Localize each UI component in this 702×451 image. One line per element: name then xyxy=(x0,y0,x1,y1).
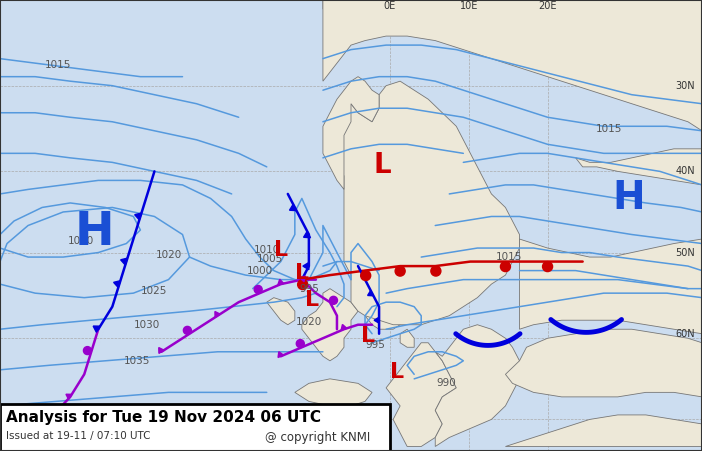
Text: 1020: 1020 xyxy=(155,250,182,260)
Polygon shape xyxy=(505,329,702,397)
Polygon shape xyxy=(576,149,702,185)
Text: 1010: 1010 xyxy=(67,236,94,246)
Text: 1015: 1015 xyxy=(44,60,71,70)
Polygon shape xyxy=(323,0,702,131)
Circle shape xyxy=(183,327,192,334)
Circle shape xyxy=(296,340,304,348)
Text: 60N: 60N xyxy=(675,329,695,339)
Circle shape xyxy=(254,285,262,294)
Text: @ copyright KNMI: @ copyright KNMI xyxy=(265,431,370,444)
Polygon shape xyxy=(303,262,309,270)
Polygon shape xyxy=(365,311,400,329)
Polygon shape xyxy=(295,379,372,406)
Polygon shape xyxy=(400,329,414,347)
Circle shape xyxy=(361,271,371,281)
Text: 1035: 1035 xyxy=(124,356,150,366)
Polygon shape xyxy=(300,276,305,282)
Polygon shape xyxy=(91,415,154,437)
Polygon shape xyxy=(215,312,220,318)
Text: L: L xyxy=(305,290,319,310)
Polygon shape xyxy=(0,410,42,446)
Polygon shape xyxy=(374,317,379,323)
Text: 1025: 1025 xyxy=(141,286,168,296)
Polygon shape xyxy=(435,325,519,446)
Text: H: H xyxy=(75,210,114,255)
Polygon shape xyxy=(505,415,702,446)
Text: 1000: 1000 xyxy=(246,266,273,276)
Polygon shape xyxy=(303,231,310,238)
Polygon shape xyxy=(323,0,702,68)
Text: L: L xyxy=(295,263,309,283)
Polygon shape xyxy=(267,298,295,325)
Polygon shape xyxy=(66,394,72,400)
Polygon shape xyxy=(323,77,379,189)
Circle shape xyxy=(395,266,405,276)
Polygon shape xyxy=(368,290,373,296)
Polygon shape xyxy=(337,81,519,325)
Polygon shape xyxy=(519,239,702,334)
Polygon shape xyxy=(341,324,347,330)
Text: 1005: 1005 xyxy=(257,254,284,264)
Text: Analysis for Tue 19 Nov 2024 06 UTC: Analysis for Tue 19 Nov 2024 06 UTC xyxy=(6,410,321,425)
Text: 20E: 20E xyxy=(538,1,557,11)
Circle shape xyxy=(42,413,51,421)
Text: L: L xyxy=(390,362,404,382)
Text: 1020: 1020 xyxy=(296,318,322,327)
Circle shape xyxy=(501,262,510,272)
Polygon shape xyxy=(289,204,296,211)
Text: 10E: 10E xyxy=(460,1,478,11)
Text: 30N: 30N xyxy=(675,81,695,91)
Polygon shape xyxy=(278,352,284,358)
Text: L: L xyxy=(362,326,376,346)
Circle shape xyxy=(298,280,307,290)
Text: 1015: 1015 xyxy=(596,124,623,133)
Polygon shape xyxy=(135,213,142,220)
Text: 995: 995 xyxy=(366,340,385,350)
Text: 50N: 50N xyxy=(675,248,695,258)
Polygon shape xyxy=(93,326,100,332)
Text: 1015: 1015 xyxy=(496,252,522,262)
Text: 1030: 1030 xyxy=(134,320,161,330)
Polygon shape xyxy=(302,289,358,361)
Text: H: H xyxy=(612,179,644,217)
Text: 0E: 0E xyxy=(383,1,396,11)
Polygon shape xyxy=(121,258,128,265)
Polygon shape xyxy=(18,433,24,439)
Text: 1010: 1010 xyxy=(253,245,280,255)
Text: 40N: 40N xyxy=(675,166,695,176)
Circle shape xyxy=(329,296,338,304)
Polygon shape xyxy=(159,348,164,354)
Text: Issued at 19-11 / 07:10 UTC: Issued at 19-11 / 07:10 UTC xyxy=(6,431,150,441)
Text: L: L xyxy=(373,151,392,179)
Polygon shape xyxy=(278,279,284,285)
Text: L: L xyxy=(274,240,288,260)
FancyBboxPatch shape xyxy=(0,404,390,451)
Circle shape xyxy=(431,266,441,276)
Circle shape xyxy=(543,262,552,272)
Text: 990: 990 xyxy=(436,378,456,388)
Text: 995: 995 xyxy=(299,284,319,294)
Polygon shape xyxy=(386,343,456,446)
Circle shape xyxy=(84,346,91,354)
Polygon shape xyxy=(114,281,121,288)
